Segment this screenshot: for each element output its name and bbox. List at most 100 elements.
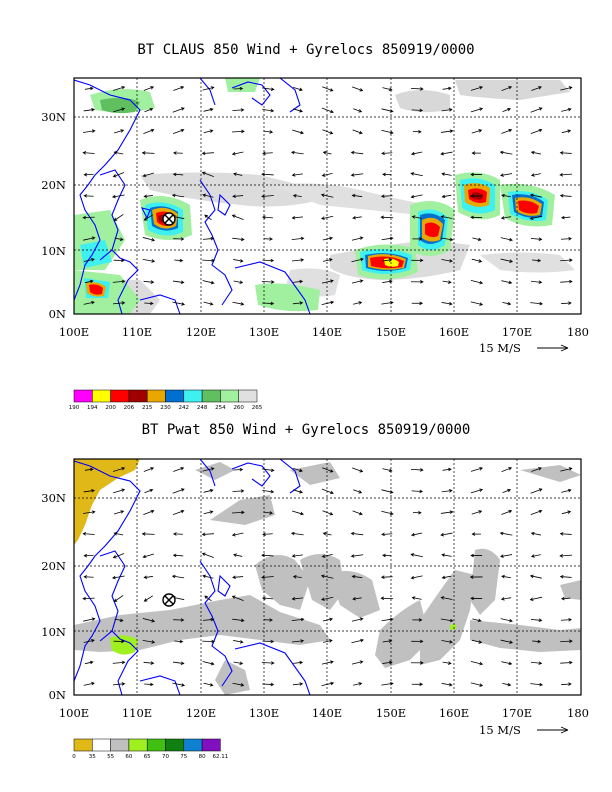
wind-arrow-icon xyxy=(560,617,572,622)
wind-arrow-icon xyxy=(113,595,124,602)
panel2-lon-label: 170E xyxy=(502,706,532,720)
wind-arrow-icon xyxy=(412,129,422,134)
wind-arrow-icon xyxy=(233,661,244,665)
wind-arrow-icon xyxy=(293,108,304,113)
wind-arrow-icon xyxy=(381,510,394,516)
panel2-lat-label: 30N xyxy=(41,491,66,505)
wind-arrow-icon xyxy=(560,258,573,262)
wind-arrow-icon xyxy=(471,258,483,263)
wind-arrow-icon xyxy=(173,86,185,91)
wind-arrow-icon xyxy=(381,236,394,241)
wind-arrow-icon xyxy=(82,129,96,133)
wind-arrow-icon xyxy=(143,214,153,221)
wind-arrow-icon xyxy=(530,488,543,494)
wind-arrow-icon xyxy=(380,194,393,198)
wind-arrow-icon xyxy=(202,86,215,91)
wind-arrow-icon xyxy=(232,194,244,199)
wind-arrow-icon xyxy=(500,618,513,623)
panel2-ref-vector-label: 15 M/S xyxy=(479,723,521,737)
wind-arrow-icon xyxy=(202,574,214,579)
wind-arrow-icon xyxy=(530,128,543,134)
wind-arrow-icon xyxy=(321,279,334,284)
panel2-shading xyxy=(74,459,581,695)
wind-arrow-icon xyxy=(203,682,214,687)
colorbar-swatch xyxy=(146,738,166,752)
panel1-title: BT CLAUS 850 Wind + Gyrelocs 850919/0000 xyxy=(137,42,475,58)
wind-arrow-icon xyxy=(499,531,513,536)
wind-arrow-icon xyxy=(381,151,393,156)
wind-arrow-icon xyxy=(172,172,184,177)
wind-arrow-icon xyxy=(290,531,304,536)
wind-arrow-icon xyxy=(442,86,452,91)
colorbar-tick-label: 200 xyxy=(105,405,116,411)
wind-arrow-icon xyxy=(560,86,573,91)
wind-arrow-icon xyxy=(233,172,243,176)
wind-arrow-icon xyxy=(322,150,332,155)
wind-arrow-icon xyxy=(382,639,393,643)
wind-arrow-icon xyxy=(381,681,394,686)
wind-arrow-icon xyxy=(83,108,95,112)
wind-arrow-icon xyxy=(440,510,454,514)
wind-arrow-icon xyxy=(203,488,214,493)
panel2-lat-label: 0N xyxy=(49,688,66,702)
wind-arrow-icon xyxy=(202,193,214,198)
wind-arrow-icon xyxy=(351,86,364,92)
wind-arrow-icon xyxy=(112,85,126,91)
wind-arrow-icon xyxy=(293,660,304,665)
wind-arrow-icon xyxy=(291,597,304,601)
panel1-lat-label: 10N xyxy=(41,244,66,258)
wind-arrow-icon xyxy=(261,172,274,177)
wind-arrow-icon xyxy=(143,86,155,91)
wind-arrow-icon xyxy=(410,172,423,177)
wind-arrow-icon xyxy=(262,108,275,113)
wind-arrow-icon xyxy=(231,532,244,537)
wind-arrow-icon xyxy=(143,595,153,602)
panel1-lon-label: 110E xyxy=(122,325,152,339)
wind-arrow-icon xyxy=(501,574,512,579)
panel2-wind-vectors xyxy=(82,467,573,687)
wind-arrow-icon xyxy=(499,150,513,155)
wind-arrow-icon xyxy=(561,215,571,220)
wind-arrow-icon xyxy=(262,639,275,644)
wind-arrow-icon xyxy=(440,532,453,537)
wind-arrow-icon xyxy=(351,257,364,263)
panel1-lat-label: 30N xyxy=(41,110,66,124)
colorbar-tick-label: 230 xyxy=(160,405,171,411)
panel1-colorbar: 190 194 200 206 215 230 242 248 254 260 265 xyxy=(69,389,263,411)
wind-arrow-icon xyxy=(173,467,185,472)
colorbar-tick-label: 260 xyxy=(233,405,244,411)
wind-arrow-icon xyxy=(201,532,214,537)
wind-arrow-icon xyxy=(321,681,335,686)
wind-arrow-icon xyxy=(410,87,424,91)
panel1-frame xyxy=(73,77,582,315)
wind-arrow-icon xyxy=(84,279,94,284)
wind-arrow-icon xyxy=(381,129,394,135)
wind-arrow-icon xyxy=(529,574,542,579)
colorbar-swatch xyxy=(128,738,148,752)
wind-arrow-icon xyxy=(559,173,573,177)
wind-arrow-icon xyxy=(112,279,126,284)
wind-arrow-icon xyxy=(321,173,333,177)
wind-arrow-icon xyxy=(83,172,94,177)
panel1-lat-label: 0N xyxy=(49,307,66,321)
wind-arrow-icon xyxy=(143,661,155,665)
wind-arrow-icon xyxy=(174,639,184,644)
wind-arrow-icon xyxy=(502,682,512,687)
wind-arrow-icon xyxy=(232,489,245,493)
wind-arrow-icon xyxy=(501,193,512,198)
wind-arrow-icon xyxy=(411,215,422,219)
wind-arrow-icon xyxy=(171,574,185,579)
wind-arrow-icon xyxy=(261,575,274,580)
wind-arrow-icon xyxy=(381,108,394,113)
wind-arrow-icon xyxy=(84,86,94,91)
wind-arrow-icon xyxy=(112,467,126,472)
panel1-lon-label: 120E xyxy=(186,325,216,339)
colorbar-swatch xyxy=(183,389,203,403)
wind-arrow-icon xyxy=(82,532,95,536)
wind-arrow-icon xyxy=(173,618,185,622)
wind-arrow-icon xyxy=(232,129,245,134)
wind-arrow-icon xyxy=(559,574,572,579)
colorbar-tick-label: 242 xyxy=(179,405,190,411)
wind-arrow-icon xyxy=(561,301,572,305)
wind-arrow-icon xyxy=(470,301,484,306)
